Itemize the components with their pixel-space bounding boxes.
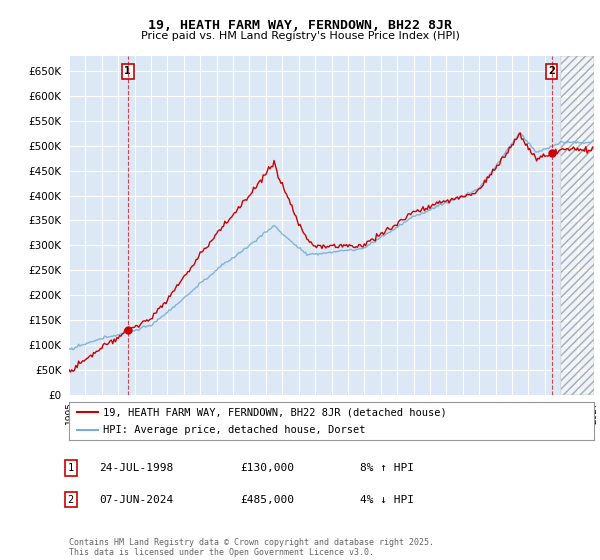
Text: 2: 2 (548, 66, 555, 76)
Text: 2: 2 (68, 494, 74, 505)
Bar (561, 56, 594, 395)
Text: 8% ↑ HPI: 8% ↑ HPI (360, 463, 414, 473)
Text: £485,000: £485,000 (240, 494, 294, 505)
Text: 19, HEATH FARM WAY, FERNDOWN, BH22 8JR (detached house): 19, HEATH FARM WAY, FERNDOWN, BH22 8JR (… (103, 407, 447, 417)
Text: £130,000: £130,000 (240, 463, 294, 473)
Bar (561, 56, 594, 395)
Text: 1: 1 (68, 463, 74, 473)
Text: 19, HEATH FARM WAY, FERNDOWN, BH22 8JR: 19, HEATH FARM WAY, FERNDOWN, BH22 8JR (148, 18, 452, 32)
Text: Price paid vs. HM Land Registry's House Price Index (HPI): Price paid vs. HM Land Registry's House … (140, 31, 460, 41)
Text: 1: 1 (124, 66, 131, 76)
Text: 24-JUL-1998: 24-JUL-1998 (99, 463, 173, 473)
Text: HPI: Average price, detached house, Dorset: HPI: Average price, detached house, Dors… (103, 425, 365, 435)
Text: 4% ↓ HPI: 4% ↓ HPI (360, 494, 414, 505)
Text: Contains HM Land Registry data © Crown copyright and database right 2025.
This d: Contains HM Land Registry data © Crown c… (69, 538, 434, 557)
Text: 07-JUN-2024: 07-JUN-2024 (99, 494, 173, 505)
